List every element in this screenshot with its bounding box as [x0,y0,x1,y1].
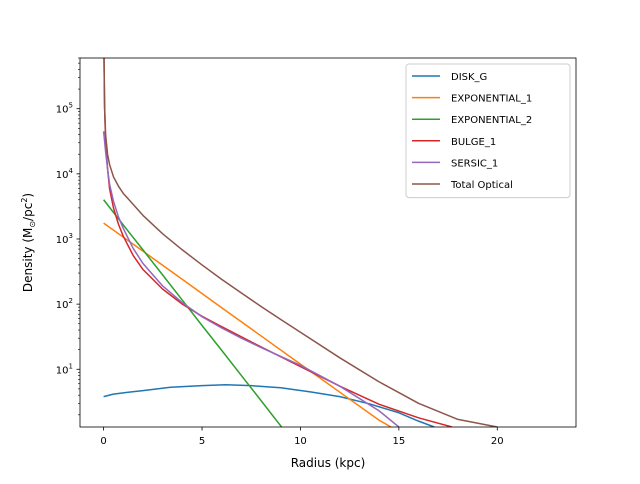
series-line-exponential-1 [103,222,392,427]
x-tick-label: 20 [491,436,504,447]
legend-label: BULGE_1 [451,137,496,148]
legend-label: EXPONENTIAL_1 [451,94,532,105]
y-tick-label: 102 [56,297,73,311]
x-tick-label: 10 [294,436,307,447]
series-line-disk-g [103,383,435,427]
legend-label: DISK_G [451,72,487,83]
series-line-total-optical [103,58,498,427]
legend-label: EXPONENTIAL_2 [451,115,532,126]
x-tick-label: 0 [100,436,106,447]
x-tick-label: 15 [392,436,405,447]
y-tick-label: 101 [56,362,73,376]
legend: DISK_G EXPONENTIAL_1 EXPONENTIAL_2 BULGE_1 S… [405,63,571,199]
legend-label: SERSIC_1 [451,158,498,169]
y-tick-label: 105 [56,102,73,116]
series-line-exponential-2 [103,199,283,427]
series-layer [102,58,498,427]
legend-label: Total Optical [450,180,513,191]
series-line-sersic-1 [102,131,400,427]
x-axis-label: Radius (kpc) [291,456,366,470]
y-tick-label: 103 [56,232,73,246]
y-tick-label: 104 [56,167,74,181]
y-axis-label: Density (M⊙/pc2) [20,193,37,292]
axis-layer: 0 5 10 15 20 101 102 103 104 105 Radius (kpc) Densi… [20,57,504,470]
legend-box [405,63,571,199]
plot-frame [79,57,577,428]
x-tick-label: 5 [199,436,205,447]
